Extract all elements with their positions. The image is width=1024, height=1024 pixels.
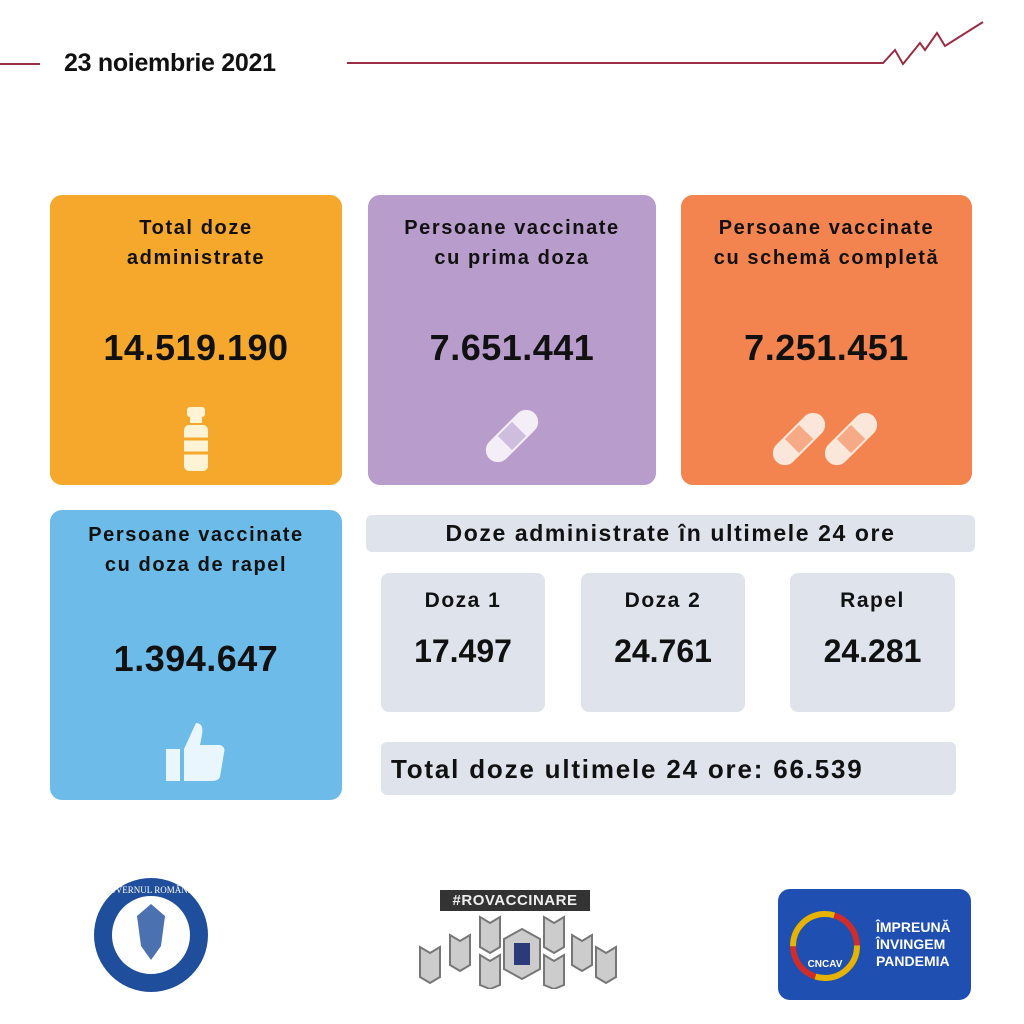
booster-box: Rapel 24.281 <box>790 573 955 712</box>
trend-line-icon <box>347 21 984 66</box>
date-title: 23 noiembrie 2021 <box>64 49 276 77</box>
card-booster: Persoane vaccinate cu doza de rapel 1.394… <box>50 510 342 800</box>
header-line-left <box>0 63 40 65</box>
card-value: 7.651.441 <box>429 327 595 368</box>
card-title: Persoane vaccinate <box>718 217 935 239</box>
last24-heading: Doze administrate în ultimele 24 ore <box>366 515 975 552</box>
hexagon-icons <box>419 915 617 989</box>
dose2-box: Doza 2 24.761 <box>581 573 745 712</box>
dose-value: 24.761 <box>614 633 712 669</box>
seal-text: GUVERNUL ROMÂNIEI <box>103 885 199 895</box>
rovaccinare-tag: #ROVACCINARE <box>440 890 590 911</box>
bandage-icon <box>485 409 539 463</box>
card-first-dose: Persoane vaccinate cu prima doza 7.651.44… <box>368 195 656 485</box>
card-title: Persoane vaccinate <box>88 524 304 546</box>
dose-label: Rapel <box>840 589 905 612</box>
thumbs-up-icon <box>166 723 225 781</box>
two-bandages-icon <box>772 412 878 466</box>
card-value: 7.251.451 <box>744 327 909 368</box>
cncav-logo: CNCAV ÎMPREUNĂ ÎNVINGEM PANDEMIA <box>778 889 971 1000</box>
dose-value: 17.497 <box>414 633 512 669</box>
cncav-text: CNCAV <box>808 959 843 970</box>
card-title: cu doza de rapel <box>104 554 288 576</box>
card-title: cu schemă completă <box>713 247 940 269</box>
vaccine-vial-icon <box>184 407 208 471</box>
rovaccinare-logo: #ROVACCINARE <box>410 890 620 990</box>
card-title: administrate <box>126 247 266 269</box>
card-value: 1.394.647 <box>113 638 279 679</box>
dose-label: Doza 2 <box>624 589 702 612</box>
card-value: 14.519.190 <box>103 327 289 368</box>
card-title: cu prima doza <box>434 247 590 269</box>
card-title: Total doze <box>139 217 253 239</box>
government-seal-logo: GUVERNUL ROMÂNIEI <box>94 878 208 992</box>
total-last24-text: Total doze ultimele 24 ore: 66.539 <box>391 754 864 784</box>
last24-heading-text: Doze administrate în ultimele 24 ore <box>445 520 896 546</box>
dose1-box: Doza 1 17.497 <box>381 573 545 712</box>
total-last24: Total doze ultimele 24 ore: 66.539 <box>381 742 956 795</box>
dose-value: 24.281 <box>823 633 922 669</box>
card-total-doses: Total doze administrate 14.519.190 <box>50 195 342 485</box>
card-full-scheme: Persoane vaccinate cu schemă completă 7.2… <box>681 195 972 485</box>
cncav-ring-icon: CNCAV <box>790 911 860 981</box>
cncav-slogan: ÎMPREUNĂ ÎNVINGEM PANDEMIA <box>876 919 951 969</box>
card-title: Persoane vaccinate <box>404 217 620 239</box>
dose-label: Doza 1 <box>424 589 502 612</box>
